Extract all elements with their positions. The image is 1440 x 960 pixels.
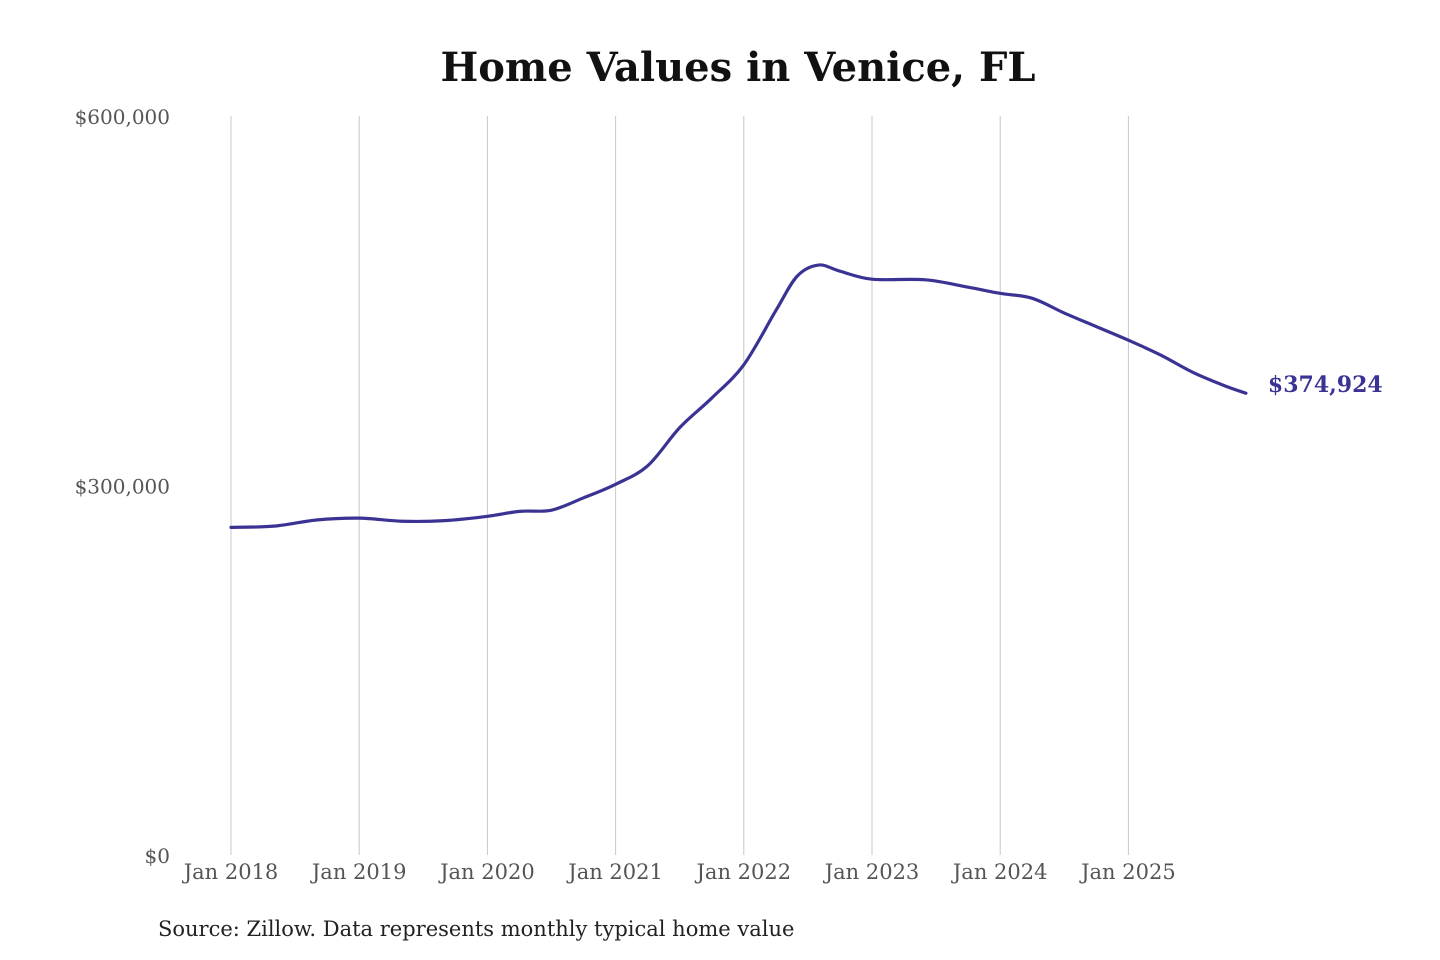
- x-tick-label: Jan 2023: [823, 860, 920, 884]
- x-tick-label: Jan 2025: [1079, 860, 1176, 884]
- x-tick-label: Jan 2020: [438, 860, 535, 884]
- y-tick-label: $600,000: [75, 105, 170, 129]
- x-tick-label: Jan 2018: [182, 860, 279, 884]
- end-value-label: $374,924: [1268, 372, 1383, 398]
- x-tick-label: Jan 2024: [951, 860, 1048, 884]
- chart-title: Home Values in Venice, FL: [440, 44, 1036, 91]
- home-value-line: [229, 263, 1248, 529]
- x-tick-label: Jan 2022: [695, 860, 792, 884]
- source-note: Source: Zillow. Data represents monthly …: [158, 917, 795, 941]
- y-tick-label: $300,000: [75, 475, 170, 499]
- x-tick-label: Jan 2021: [566, 860, 663, 884]
- y-tick-label: $0: [145, 844, 170, 868]
- x-tick-label: Jan 2019: [310, 860, 407, 884]
